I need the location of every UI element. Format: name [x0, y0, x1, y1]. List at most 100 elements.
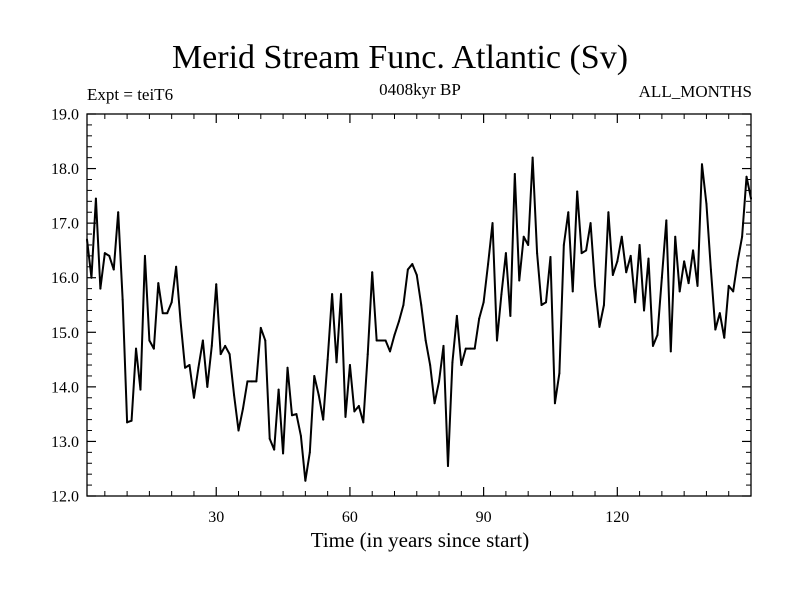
data-point — [674, 235, 677, 238]
data-point — [299, 434, 302, 437]
data-point — [567, 211, 570, 214]
data-point — [433, 402, 436, 405]
x-axis: 30 60 90 120 — [104, 114, 730, 526]
data-point — [678, 290, 681, 293]
x-tick-label: 120 — [605, 509, 629, 526]
y-axis: 12.0 13.0 14.0 15.0 16.0 17.0 18.0 19.0 — [51, 107, 751, 506]
data-point — [273, 448, 276, 451]
plot-frame — [86, 113, 752, 497]
experiment-label: Expt = teiT6 — [87, 85, 174, 104]
data-point — [264, 339, 267, 342]
data-point — [219, 353, 222, 356]
x-axis-label: Time (in years since start) — [310, 528, 530, 552]
data-point — [469, 347, 472, 350]
data-point — [224, 344, 227, 347]
data-point — [714, 328, 717, 331]
data-point — [732, 290, 735, 293]
data-point — [629, 254, 632, 257]
data-point — [406, 268, 409, 271]
data-point — [103, 252, 106, 255]
data-point — [246, 380, 249, 383]
data-point — [148, 339, 151, 342]
data-point — [237, 429, 240, 432]
data-point — [602, 304, 605, 306]
data-points — [86, 156, 752, 482]
x-tick-label: 60 — [342, 509, 358, 526]
data-point — [175, 265, 178, 268]
data-point — [192, 396, 195, 399]
data-point — [634, 301, 637, 304]
data-point — [536, 252, 539, 255]
y-tick-label: 18.0 — [51, 161, 79, 178]
data-point — [727, 284, 730, 287]
data-point — [656, 334, 659, 337]
data-point — [233, 394, 236, 397]
data-point — [282, 452, 285, 455]
data-point — [99, 287, 102, 290]
data-point — [625, 271, 628, 274]
data-point — [527, 243, 530, 246]
data-point — [669, 350, 672, 353]
data-point — [250, 380, 253, 383]
data-point — [705, 203, 708, 206]
data-point — [576, 190, 579, 193]
data-point — [157, 282, 160, 285]
data-point — [709, 268, 712, 271]
y-tick-label: 15.0 — [51, 325, 79, 342]
chart-title: Merid Stream Func. Atlantic (Sv) — [171, 39, 629, 76]
data-point — [290, 414, 293, 417]
data-point — [393, 334, 396, 337]
data-point — [736, 260, 739, 263]
data-point — [348, 364, 351, 367]
data-point — [90, 276, 93, 279]
data-point — [161, 312, 164, 315]
data-point — [130, 419, 133, 422]
data-point — [268, 437, 271, 440]
series-line — [86, 156, 752, 482]
data-point — [442, 344, 445, 347]
x-tick-label: 90 — [476, 509, 492, 526]
data-point — [750, 197, 752, 200]
data-point — [504, 252, 507, 255]
data-point — [313, 374, 316, 377]
data-point — [94, 197, 97, 200]
data-point — [380, 339, 383, 342]
data-point — [397, 320, 400, 323]
data-point — [241, 407, 244, 410]
data-point — [531, 156, 534, 159]
data-point — [201, 339, 204, 342]
data-point — [322, 418, 325, 421]
data-point — [139, 388, 142, 391]
data-point — [660, 276, 663, 279]
data-point — [152, 347, 155, 350]
data-point — [692, 249, 695, 252]
data-point — [585, 249, 588, 252]
data-point — [509, 314, 512, 317]
x-tick-label: 30 — [208, 509, 224, 526]
y-tick-label: 14.0 — [51, 379, 79, 396]
data-point — [411, 263, 414, 266]
data-point — [184, 366, 187, 369]
data-point — [580, 252, 583, 255]
y-tick-label: 12.0 — [51, 489, 79, 506]
data-point — [491, 222, 494, 225]
data-point — [170, 301, 173, 304]
data-point — [482, 301, 485, 304]
data-point — [540, 304, 543, 306]
y-tick-label: 13.0 — [51, 434, 79, 451]
data-point — [108, 254, 111, 257]
data-point — [616, 260, 619, 263]
data-point — [589, 222, 592, 225]
data-point — [415, 273, 418, 276]
data-point — [647, 257, 650, 260]
data-point — [687, 282, 690, 285]
data-point — [464, 347, 467, 350]
data-point — [518, 279, 521, 282]
data-point — [304, 479, 307, 482]
data-point — [562, 243, 565, 246]
data-point — [424, 339, 427, 342]
data-point — [638, 243, 641, 246]
data-point — [295, 413, 298, 416]
data-point — [121, 298, 124, 301]
